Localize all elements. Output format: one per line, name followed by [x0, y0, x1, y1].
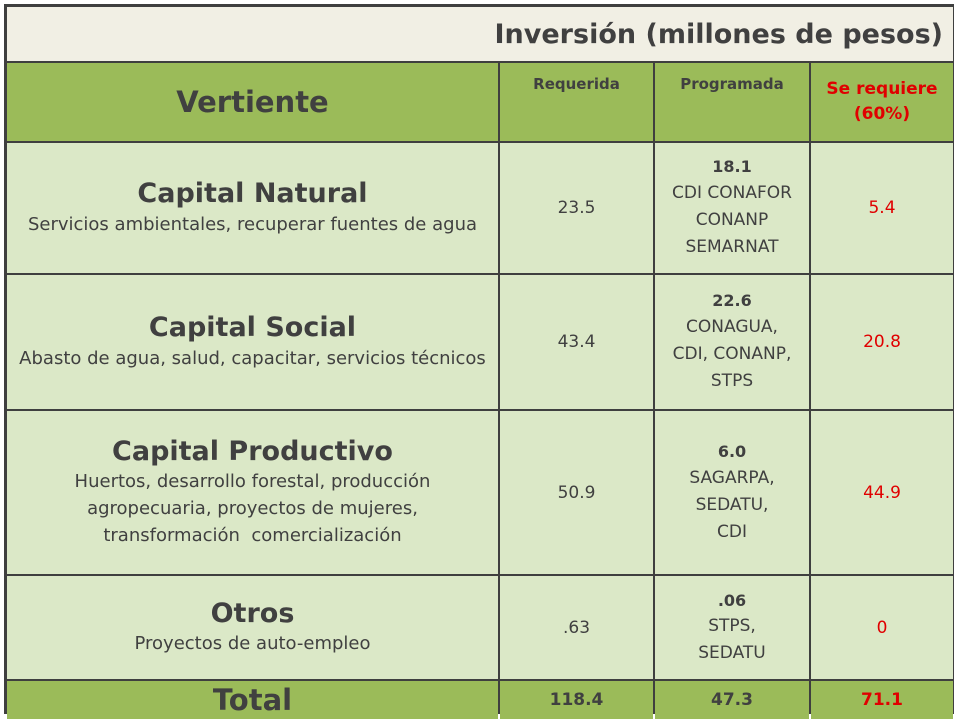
requerida-value: 23.5: [500, 143, 653, 273]
agency: SAGARPA,: [689, 467, 775, 488]
agency: CDI, CONANP,: [672, 344, 792, 365]
programada-amount: 22.6: [712, 291, 752, 311]
header-vertiente: Vertiente: [7, 63, 498, 141]
total-row-label: Total: [7, 681, 498, 719]
table-row-capital-social: Capital Social Abasto de agua, salud, ca…: [7, 275, 498, 409]
header-programada: Programada: [655, 63, 809, 141]
header-se-requiere-line2: (60%): [853, 104, 911, 124]
table-row-capital-productivo: Capital Productivo Huertos, desarrollo f…: [7, 411, 498, 574]
row-description: Abasto de agua, salud, capacitar, servic…: [19, 347, 486, 369]
agency: SEMARNAT: [685, 237, 779, 258]
header-programada-label: Programada: [680, 75, 784, 93]
programada-value: 22.6 CONAGUA, CDI, CONANP, STPS: [655, 275, 809, 409]
total-requerida-text: 118.4: [549, 690, 604, 710]
agency: CONANP: [695, 210, 769, 231]
row-title: Capital Productivo: [112, 435, 393, 467]
total-programada: 47.3: [655, 681, 809, 719]
row-title: Capital Social: [148, 312, 357, 344]
agency: STPS,: [708, 616, 756, 637]
programada-amount: 18.1: [712, 157, 752, 177]
se-requiere-text: 20.8: [863, 332, 901, 352]
requerida-value: 43.4: [500, 275, 653, 409]
row-description-line: Huertos, desarrollo forestal, producción: [74, 471, 431, 493]
total-se-requiere: 71.1: [811, 681, 953, 719]
total-label: Total: [212, 683, 293, 717]
header-se-requiere-line1: Se requiere: [826, 79, 938, 100]
agency: SEDATU,: [695, 494, 769, 515]
programada-value: 18.1 CDI CONAFOR CONANP SEMARNAT: [655, 143, 809, 273]
se-requiere-text: 0: [876, 617, 888, 638]
se-requiere-text: 44.9: [863, 482, 901, 503]
row-description: Servicios ambientales, recuperar fuentes…: [27, 213, 478, 235]
programada-amount: 6.0: [717, 441, 747, 461]
agency: STPS: [710, 371, 754, 392]
programada-value: .06 STPS, SEDATU: [655, 576, 809, 679]
table-row-capital-natural: Capital Natural Servicios ambientales, r…: [7, 143, 498, 273]
row-title: Capital Natural: [137, 178, 368, 210]
programada-amount: .06: [717, 590, 747, 610]
table-row-otros: Otros Proyectos de auto-empleo: [7, 576, 498, 679]
requerida-text: 50.9: [557, 482, 596, 503]
row-description-line: transformación comercialización: [103, 525, 402, 547]
header-se-requiere: Se requiere (60%): [811, 63, 953, 141]
table-title: Inversión (millones de pesos): [7, 7, 953, 61]
header-requerida: Requerida: [500, 63, 653, 141]
row-description: Proyectos de auto-empleo: [134, 633, 371, 655]
header-vertiente-label: Vertiente: [176, 85, 329, 119]
se-requiere-value: 5.4: [811, 143, 953, 273]
agency: CDI: [717, 521, 747, 542]
total-se-requiere-text: 71.1: [861, 690, 903, 710]
se-requiere-text: 5.4: [868, 198, 896, 218]
programada-value: 6.0 SAGARPA, SEDATU, CDI: [655, 411, 809, 574]
total-requerida: 118.4: [500, 681, 653, 719]
se-requiere-value: 0: [811, 576, 953, 679]
requerida-text: 43.4: [557, 332, 596, 352]
requerida-text: 23.5: [557, 198, 596, 218]
requerida-text: .63: [562, 617, 591, 638]
se-requiere-value: 44.9: [811, 411, 953, 574]
requerida-value: .63: [500, 576, 653, 679]
row-description-line: agropecuaria, proyectos de mujeres,: [87, 498, 418, 520]
agency: CONAGUA,: [686, 317, 778, 338]
investment-table: Inversión (millones de pesos) Vertiente …: [4, 4, 954, 719]
agency: SEDATU: [698, 643, 766, 664]
row-title: Otros: [210, 597, 295, 629]
agency: CDI CONAFOR: [672, 183, 792, 204]
total-programada-text: 47.3: [711, 690, 753, 710]
requerida-value: 50.9: [500, 411, 653, 574]
header-requerida-label: Requerida: [533, 75, 620, 93]
se-requiere-value: 20.8: [811, 275, 953, 409]
